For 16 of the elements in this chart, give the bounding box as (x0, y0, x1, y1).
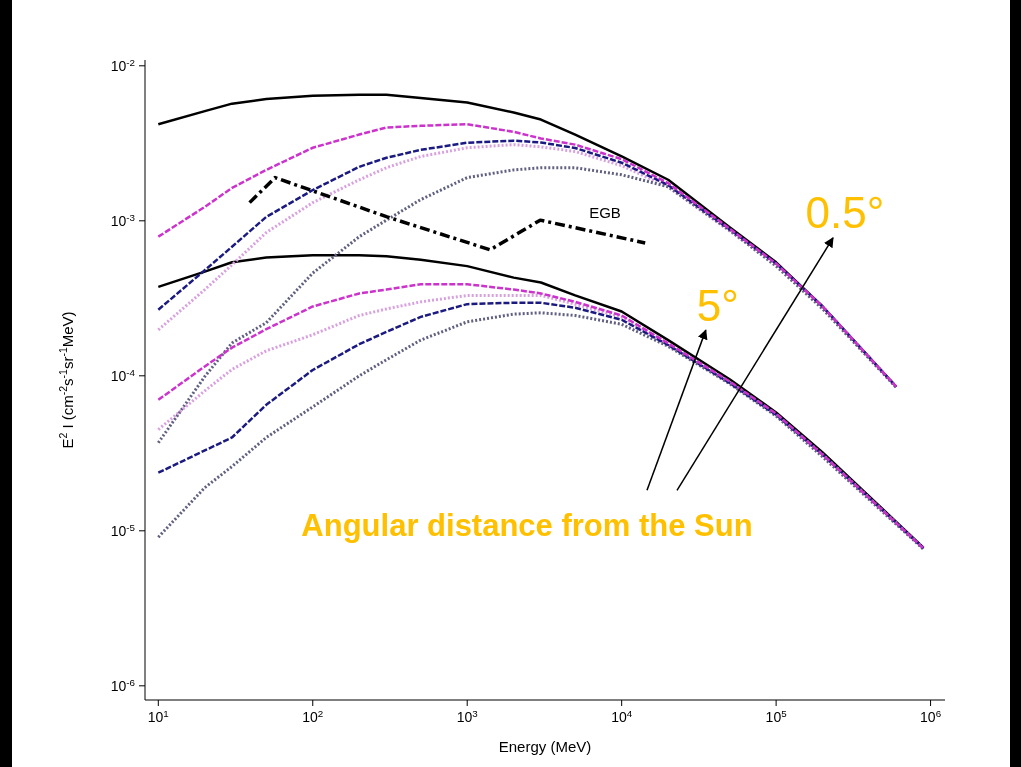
annotation: EGB (589, 204, 621, 222)
annotation: 0.5° (805, 188, 885, 238)
x-tick-label: 10$^{2}$ (302, 707, 324, 725)
y-tick-label: 10$^{-2}$ (110, 56, 135, 74)
x-tick-label: 10$^{6}$ (920, 707, 942, 725)
y-tick-label: 10$^{-5}$ (110, 521, 136, 539)
y-tick-label: 10$^{-3}$ (110, 211, 136, 229)
y-tick-label: 10$^{-4}$ (110, 366, 136, 384)
x-tick-label: 10$^{5}$ (765, 707, 788, 725)
y-tick-label: 10$^{-6}$ (110, 676, 136, 694)
x-tick-label: 10$^{3}$ (456, 707, 479, 725)
annotation: Angular distance from the Sun (301, 508, 753, 544)
x-axis-title: Energy (MeV) (498, 738, 592, 755)
annotation: 5° (696, 280, 739, 330)
x-tick-label: 10$^{1}$ (147, 707, 169, 725)
x-tick-label: 10$^{4}$ (611, 707, 633, 725)
